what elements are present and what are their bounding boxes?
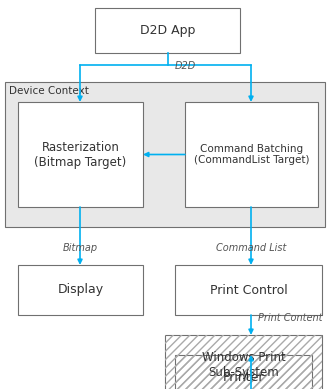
- Bar: [95, 8, 240, 53]
- Bar: [175, 355, 312, 389]
- Bar: [18, 265, 143, 315]
- Text: D2D: D2D: [175, 61, 196, 71]
- Text: Bitmap: Bitmap: [63, 243, 98, 253]
- Text: Command List: Command List: [216, 243, 286, 253]
- Bar: [5, 82, 325, 227]
- Text: Windows Print
Sub-System: Windows Print Sub-System: [202, 351, 285, 379]
- Text: Print Control: Print Control: [210, 284, 287, 296]
- Text: Device Context: Device Context: [9, 86, 89, 96]
- Bar: [175, 355, 312, 389]
- Text: Print Content: Print Content: [258, 313, 322, 323]
- Text: Display: Display: [58, 284, 104, 296]
- Text: D2D App: D2D App: [140, 24, 195, 37]
- Text: Rasterization
(Bitmap Target): Rasterization (Bitmap Target): [34, 140, 127, 168]
- Bar: [185, 102, 318, 207]
- Bar: [165, 335, 322, 389]
- Text: Command Batching
(CommandList Target): Command Batching (CommandList Target): [194, 144, 309, 165]
- Bar: [165, 335, 322, 389]
- Bar: [18, 102, 143, 207]
- Bar: [175, 265, 322, 315]
- Text: Printer: Printer: [223, 371, 264, 384]
